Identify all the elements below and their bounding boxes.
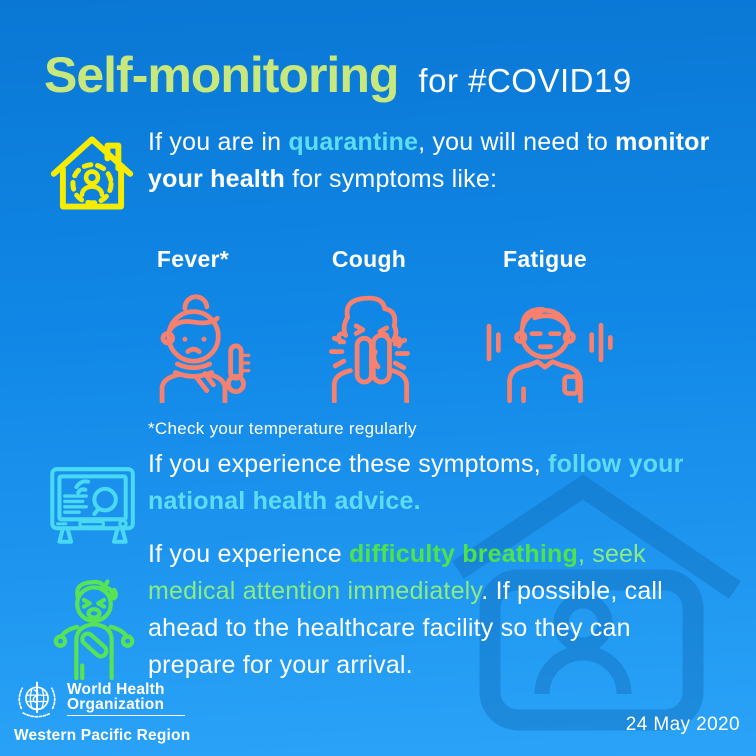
fatigue-icon (486, 307, 613, 403)
who-name-line1: World Health (67, 681, 165, 698)
symptom-fever: Fever* (116, 246, 270, 403)
intro-text: If you are in quarantine, you will need … (148, 124, 710, 198)
text-segment: If you are in (148, 128, 289, 156)
cough-icon (328, 295, 410, 403)
tv-news-icon (50, 467, 135, 544)
seek-attention-highlight: medical attention immediately (148, 577, 482, 605)
symptom-cough: Cough (292, 246, 446, 403)
difficulty-breathing-icon (53, 579, 135, 681)
who-footer: World Health Organization Western Pacifi… (14, 679, 190, 745)
monitor-highlight: monitor (615, 128, 710, 156)
difficulty-breathing-highlight: difficulty breathing (348, 540, 578, 568)
symptom-fatigue: Fatigue (468, 246, 622, 403)
emergency-line-2: medical attention immediately. If possib… (148, 573, 663, 610)
quarantine-highlight: quarantine (288, 128, 419, 156)
text-segment: prepare for your arrival. (148, 651, 413, 679)
text-segment: . If possible, call (481, 577, 663, 605)
symptoms-row: Fever* Cough (116, 246, 622, 403)
who-name-line2: Organization (67, 696, 165, 713)
your-health-highlight: your health (148, 165, 285, 193)
emergency-text: If you experience difficulty breathing, … (148, 536, 663, 684)
follow-advice-highlight: follow your (548, 450, 684, 478)
page-subtitle: for #COVID19 (418, 62, 632, 99)
who-divider (67, 715, 185, 716)
emergency-line-4: prepare for your arrival. (148, 647, 663, 684)
text-segment: for symptoms like: (284, 165, 498, 193)
intro-line-1: If you are in quarantine, you will need … (148, 124, 710, 161)
page-title: Self-monitoring (44, 47, 399, 103)
advice-line-1: If you experience these symptoms, follow… (148, 446, 684, 483)
advice-line-2: national health advice. (148, 483, 684, 520)
fever-icon (159, 294, 250, 403)
text-segment: If you experience these symptoms, (148, 450, 549, 478)
intro-line-2: your health for symptoms like: (148, 161, 710, 198)
temperature-footnote: *Check your temperature regularly (148, 419, 417, 438)
text-segment: ahead to the healthcare facility so they… (148, 614, 631, 642)
emergency-line-3: ahead to the healthcare facility so they… (148, 610, 663, 647)
symptom-label-fever: Fever* (156, 246, 230, 272)
header: Self-monitoring for #COVID19 (44, 46, 632, 104)
symptom-label-cough: Cough (331, 246, 407, 272)
advice-text: If you experience these symptoms, follow… (148, 446, 684, 520)
text-segment: If you experience (148, 540, 349, 568)
home-quarantine-icon (50, 136, 134, 210)
who-emblem-icon (18, 681, 56, 718)
symptom-label-fatigue: Fatigue (503, 246, 587, 272)
house-person-watermark-icon (452, 474, 741, 731)
seek-attention-highlight: , seek (577, 540, 646, 568)
follow-advice-highlight: national health advice. (148, 487, 421, 515)
text-segment: , you will need to (418, 128, 616, 156)
publication-date: 24 May 2020 (625, 714, 740, 735)
who-name-block: World Health Organization (67, 679, 185, 716)
who-region-label: Western Pacific Region (14, 727, 191, 744)
emergency-line-1: If you experience difficulty breathing, … (148, 536, 663, 573)
